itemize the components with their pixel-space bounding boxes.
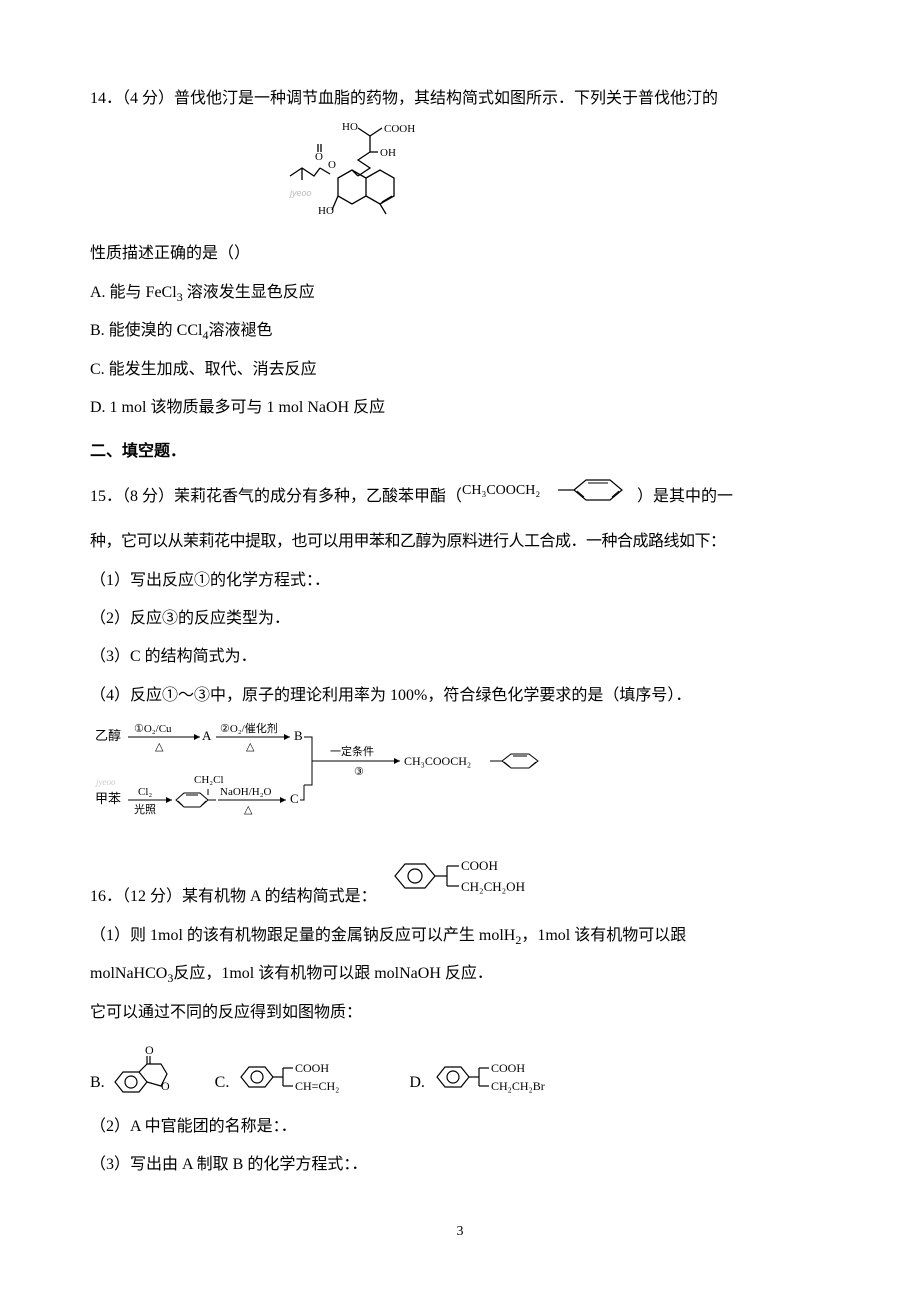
- q15-stem-b: ）是其中的一: [637, 478, 733, 516]
- svg-text:CH₃COOCH₂: CH₃COOCH₂: [462, 483, 540, 498]
- svg-text:O: O: [145, 1043, 154, 1057]
- svg-text:OH: OH: [380, 147, 396, 159]
- section-2-heading: 二、填空题．: [90, 433, 830, 471]
- svg-text:NaOH/H₂O: NaOH/H₂O: [220, 786, 272, 798]
- compound-c-structure: COOH CH=CH₂: [229, 1052, 379, 1102]
- svg-text:CH=CH₂: CH=CH₂: [295, 1079, 339, 1093]
- q14-stem-line2: 性质描述正确的是（） HO COOH OH O: [90, 118, 830, 273]
- svg-text:①O₂/Cu: ①O₂/Cu: [134, 723, 172, 735]
- q16-option-d: D. COOH CH₂CH₂Br: [409, 1052, 585, 1102]
- q16-p1a: （1）则 1mol 的该有机物跟足量的金属钠反应可以产生 molH: [90, 927, 515, 944]
- q16-p1a-tail: ，1mol 该有机物可以跟: [521, 927, 686, 944]
- question-14: 14．（4 分）普伐他汀是一种调节血脂的药物，其结构简式如图所示．下列关于普伐他…: [90, 80, 830, 427]
- svg-text:Cl₂: Cl₂: [138, 786, 152, 798]
- q16-stem-a: 16．（12 分）某有机物 A 的结构简式是：: [90, 878, 377, 916]
- svg-text:O: O: [161, 1079, 170, 1093]
- q16-option-b: B. O O: [90, 1042, 185, 1102]
- question-16: 16．（12 分）某有机物 A 的结构简式是： COOH CH₂CH₂OH （1…: [90, 851, 830, 1184]
- svg-text:乙醇: 乙醇: [95, 728, 121, 743]
- svg-text:B: B: [294, 728, 303, 743]
- q16-part1-line1: （1）则 1mol 的该有机物跟足量的金属钠反应可以产生 molH2，1mol …: [90, 917, 830, 955]
- q15-stem-line2: 种，它可以从茉莉花中提取，也可以用甲苯和乙醇为原料进行人工合成．一种合成路线如下…: [90, 523, 830, 561]
- svg-text:CH₂CH₂OH: CH₂CH₂OH: [461, 879, 525, 894]
- pravastatin-structure: HO COOH OH O O: [260, 118, 430, 273]
- q15-part2: （2）反应③的反应类型为．: [90, 600, 830, 638]
- svg-text:甲苯: 甲苯: [95, 791, 121, 806]
- q16-stem: 16．（12 分）某有机物 A 的结构简式是： COOH CH₂CH₂OH: [90, 851, 830, 916]
- q15-part3: （3）C 的结构简式为．: [90, 638, 830, 676]
- q16-part2: （2）A 中官能团的名称是：．: [90, 1108, 830, 1146]
- svg-text:O: O: [328, 159, 336, 171]
- svg-text:HO: HO: [318, 205, 334, 217]
- q16-p1b-tail: 反应，1mol 该有机物可以跟 molNaOH 反应．: [173, 965, 493, 982]
- benzyl-acetate-formula: CH₃COOCH₂: [462, 472, 637, 523]
- q14-optB-text: B. 能使溴的 CCl: [90, 322, 202, 339]
- q16-optD-label: D.: [409, 1064, 425, 1102]
- q14-stem-line1: 14．（4 分）普伐他汀是一种调节血脂的药物，其结构简式如图所示．下列关于普伐他…: [90, 80, 830, 118]
- q14-optA-tail: 溶液发生显色反应: [183, 284, 315, 301]
- svg-text:△: △: [244, 804, 253, 816]
- svg-text:C: C: [290, 791, 299, 806]
- q15-part1: （1）写出反应①的化学方程式：．: [90, 562, 830, 600]
- q15-part4: （4）反应①～③中，原子的理论利用率为 100%，符合绿色化学要求的是（填序号）…: [90, 677, 830, 715]
- compound-b-structure: O O: [105, 1042, 185, 1102]
- svg-text:A: A: [202, 728, 212, 743]
- svg-text:jyeoo: jyeoo: [289, 188, 312, 198]
- q15-scheme: 乙醇 ①O₂/Cu △ A ②O₂/催化剂 △ B 一定条件 ③ CH₃COOC…: [90, 715, 830, 845]
- svg-text:△: △: [246, 741, 255, 753]
- svg-text:△: △: [155, 741, 164, 753]
- q15-stem-line1: 15．（8 分）茉莉花香气的成分有多种，乙酸苯甲酯（ CH₃COOCH₂ ）是其…: [90, 472, 830, 523]
- q14-optB-tail: 溶液褪色: [208, 322, 272, 339]
- svg-text:HO: HO: [342, 121, 358, 133]
- svg-text:O: O: [315, 151, 323, 163]
- q14-option-b: B. 能使溴的 CCl4溶液褪色: [90, 312, 830, 350]
- q16-optB-label: B.: [90, 1064, 105, 1102]
- compound-d-structure: COOH CH₂CH₂Br: [425, 1052, 585, 1102]
- svg-text:COOH: COOH: [461, 858, 498, 873]
- q16-optC-label: C.: [215, 1064, 230, 1102]
- q16-part1-line3: 它可以通过不同的反应得到如图物质：: [90, 994, 830, 1032]
- svg-text:一定条件: 一定条件: [330, 744, 374, 758]
- q16-options-row: B. O O C.: [90, 1042, 830, 1102]
- q15-stem-a: 15．（8 分）茉莉花香气的成分有多种，乙酸苯甲酯（: [90, 478, 462, 516]
- svg-text:光照: 光照: [134, 802, 156, 816]
- svg-text:②O₂/催化剂: ②O₂/催化剂: [220, 721, 278, 735]
- q16-p1b: molNaHCO: [90, 965, 167, 982]
- compound-a-structure: COOH CH₂CH₂OH: [377, 851, 547, 916]
- svg-text:COOH: COOH: [491, 1061, 525, 1075]
- svg-text:COOH: COOH: [295, 1061, 329, 1075]
- q14-option-d: D. 1 mol 该物质最多可与 1 mol NaOH 反应: [90, 389, 830, 427]
- q14-optA-text: A. 能与 FeCl: [90, 284, 177, 301]
- svg-text:CH₃COOCH₂: CH₃COOCH₂: [404, 754, 471, 768]
- question-15: 15．（8 分）茉莉花香气的成分有多种，乙酸苯甲酯（ CH₃COOCH₂ ）是其…: [90, 472, 830, 846]
- svg-text:COOH: COOH: [384, 123, 415, 135]
- q14-option-c: C. 能发生加成、取代、消去反应: [90, 351, 830, 389]
- svg-text:jyeoo: jyeoo: [95, 777, 116, 787]
- svg-text:CH₂Cl: CH₂Cl: [194, 774, 224, 786]
- q16-part1-line2: molNaHCO3反应，1mol 该有机物可以跟 molNaOH 反应．: [90, 955, 830, 993]
- q14-option-a: A. 能与 FeCl3 溶液发生显色反应: [90, 274, 830, 312]
- page-number: 3: [90, 1215, 830, 1249]
- svg-text:CH₂CH₂Br: CH₂CH₂Br: [491, 1079, 545, 1093]
- svg-text:③: ③: [354, 766, 364, 778]
- q16-option-c: C. COOH CH=CH₂: [215, 1052, 380, 1102]
- q14-stem-b: 性质描述正确的是（）: [90, 235, 250, 273]
- q16-part3: （3）写出由 A 制取 B 的化学方程式：．: [90, 1146, 830, 1184]
